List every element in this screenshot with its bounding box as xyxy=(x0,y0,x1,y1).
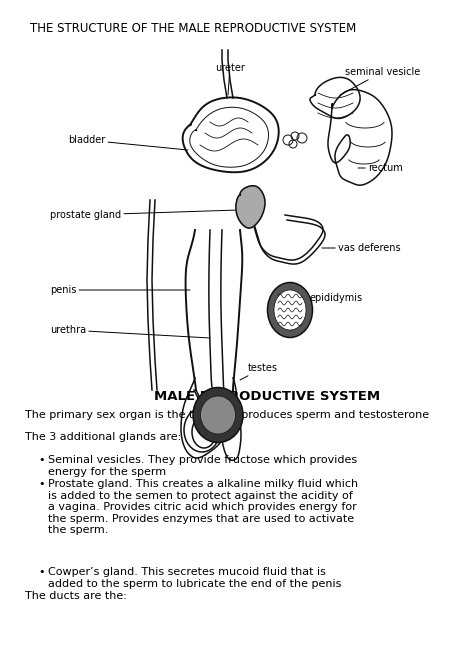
Text: prostate gland: prostate gland xyxy=(50,210,238,220)
Text: The primary sex organ is the testes. It produces sperm and testosterone: The primary sex organ is the testes. It … xyxy=(25,410,429,420)
Text: The ducts are the:: The ducts are the: xyxy=(25,591,127,601)
Polygon shape xyxy=(236,186,265,228)
Text: epididymis: epididymis xyxy=(268,293,363,303)
Text: rectum: rectum xyxy=(358,163,403,173)
Text: •: • xyxy=(38,567,45,577)
Text: THE STRUCTURE OF THE MALE REPRODUCTIVE SYSTEM: THE STRUCTURE OF THE MALE REPRODUCTIVE S… xyxy=(30,22,356,35)
Ellipse shape xyxy=(274,290,306,330)
Text: urethra: urethra xyxy=(50,325,210,338)
Text: Prostate gland. This creates a alkaline milky fluid which
is added to the semen : Prostate gland. This creates a alkaline … xyxy=(48,479,358,535)
Text: seminal vesicle: seminal vesicle xyxy=(340,67,420,95)
Text: Seminal vesicles. They provide fructose which provides
energy for the sperm: Seminal vesicles. They provide fructose … xyxy=(48,455,357,476)
Ellipse shape xyxy=(267,283,312,338)
Text: •: • xyxy=(38,479,45,489)
Text: MALE REPRODUCTIVE SYSTEM: MALE REPRODUCTIVE SYSTEM xyxy=(154,390,380,403)
Text: The 3 additional glands are:: The 3 additional glands are: xyxy=(25,432,181,442)
Text: •: • xyxy=(38,455,45,465)
Text: bladder: bladder xyxy=(68,135,188,150)
Ellipse shape xyxy=(201,396,236,434)
Text: Cowper’s gland. This secretes mucoid fluid that is
added to the sperm to lubrica: Cowper’s gland. This secretes mucoid flu… xyxy=(48,567,341,589)
Text: ureter: ureter xyxy=(215,63,245,95)
Text: penis: penis xyxy=(50,285,190,295)
Text: vas deferens: vas deferens xyxy=(322,243,401,253)
Ellipse shape xyxy=(193,387,243,442)
Text: testes: testes xyxy=(240,363,278,380)
